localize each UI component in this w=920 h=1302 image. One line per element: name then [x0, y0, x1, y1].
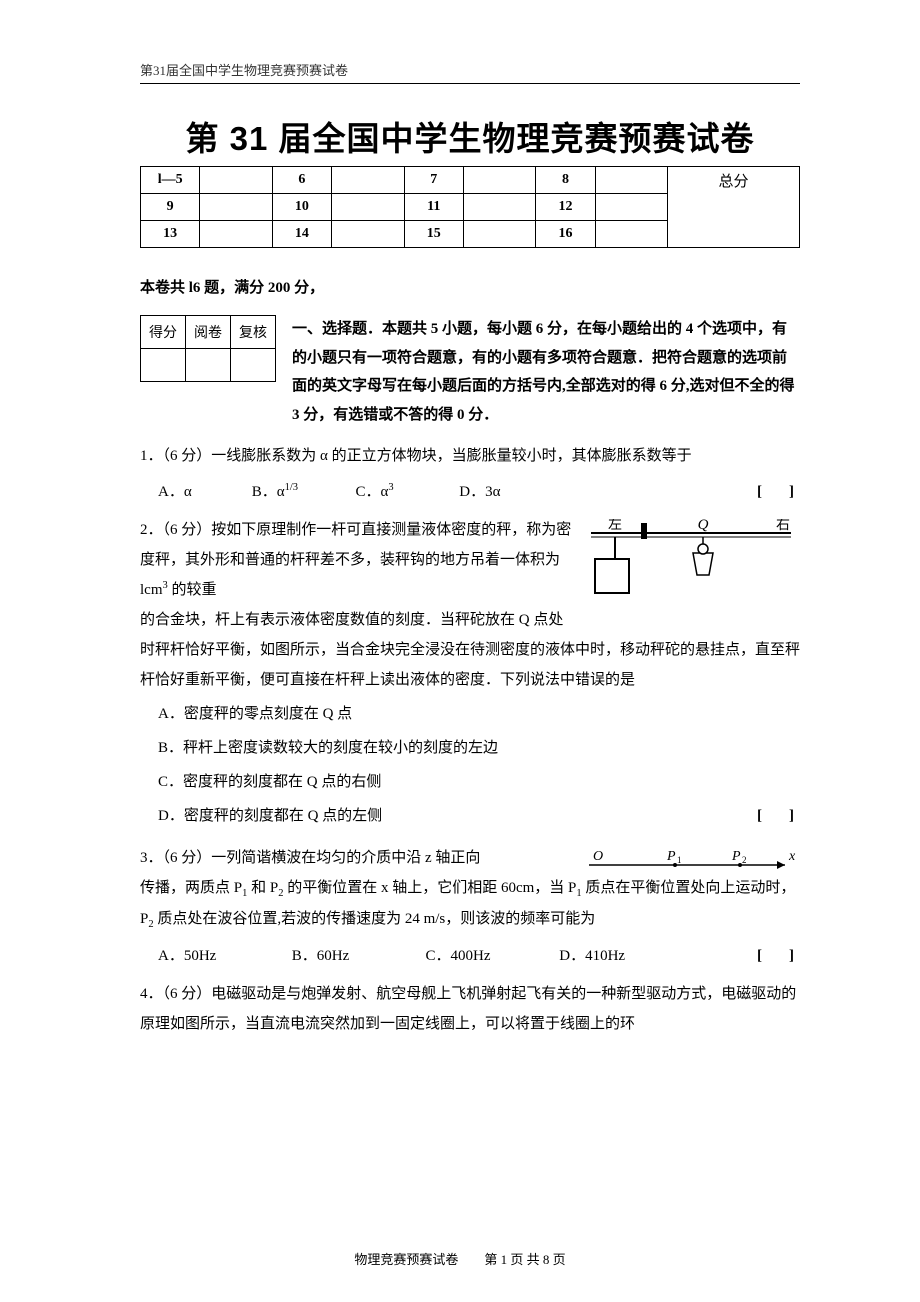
q1-opt-d: D．3α	[459, 477, 549, 507]
exam-page: 第31届全国中学生物理竞赛预赛试卷 第 31 届全国中学生物理竞赛预赛试卷 l—…	[0, 0, 920, 1302]
question-1: 1．（6 分）一线膨胀系数为 α 的正立方体物块，当膨胀量较小时，其体膨胀系数等…	[140, 441, 800, 507]
score-cell	[332, 167, 404, 194]
score-grid-table: l—5 6 7 8 总分 9 10 11 12 13 14 15	[140, 166, 800, 248]
score-cell	[463, 221, 535, 248]
q1-opt-b-sup: 1/3	[285, 482, 298, 493]
score-cell: 12	[536, 194, 595, 221]
score-cell: 6	[272, 167, 331, 194]
score-cell	[200, 194, 272, 221]
q3-answer-bracket: [ ]	[757, 941, 800, 971]
svg-text:1: 1	[677, 855, 682, 865]
svg-text:右: 右	[776, 519, 790, 533]
q3-s2a: 传播，两质点 P	[140, 880, 242, 896]
header-rule	[140, 83, 800, 84]
q3-s2b: 和 P	[247, 880, 278, 896]
q2-opt-d: D．密度秤的刻度都在 Q 点的左侧 [ ]	[158, 801, 800, 831]
score-cell	[463, 194, 535, 221]
q2-stem-p2: 的较重	[168, 582, 217, 598]
q2-answer-bracket: [ ]	[757, 801, 800, 831]
score-cell: l—5	[141, 167, 200, 194]
q1-answer-bracket: [ ]	[757, 477, 800, 507]
q3-opt-d: D．410Hz	[559, 941, 669, 971]
marker-cell	[231, 349, 276, 382]
question-3: O P 1 P 2 x 3．（6 分）一列简谐横波在均匀的介质中沿 z 轴正向 …	[140, 843, 800, 971]
svg-text:x: x	[788, 849, 796, 864]
q1-stem: 1．（6 分）一线膨胀系数为 α 的正立方体物块，当膨胀量较小时，其体膨胀系数等…	[140, 441, 800, 471]
q1-opt-b-text: B．α	[252, 484, 285, 500]
section-1-header: 得分 阅卷 复核 一、选择题．本题共 5 小题，每小题 6 分，在每小题给出的 …	[140, 315, 800, 429]
score-cell: 11	[404, 194, 463, 221]
score-total-cell: 总分	[668, 167, 800, 248]
q1-opt-b: B．α1/3	[252, 477, 352, 507]
q3-s2e: 质点处在波谷位置,若波的传播速度为 24 m/s，则该波的频率可能为	[154, 911, 596, 927]
q1-opt-c-text: C．α	[356, 484, 389, 500]
question-2: 左 Q 右 2．（6 分）按如下原理制作一杆可直接测量液体密度的秤，称为密度秤，…	[140, 515, 800, 835]
q3-opt-a: A．50Hz	[158, 941, 288, 971]
score-cell: 15	[404, 221, 463, 248]
marker-cell	[186, 349, 231, 382]
q2-figure: 左 Q 右	[585, 519, 800, 611]
exam-title: 第 31 届全国中学生物理竞赛预赛试卷	[140, 112, 800, 160]
q1-opt-a: A．α	[158, 477, 248, 507]
page-footer: 物理竞赛预赛试卷 第 1 页 共 8 页	[0, 1249, 920, 1268]
q2-opt-c: C．密度秤的刻度都在 Q 点的右侧	[158, 767, 800, 797]
score-cell	[332, 221, 404, 248]
score-cell	[595, 221, 667, 248]
marker-header: 阅卷	[186, 316, 231, 349]
q3-s2c: 的平衡位置在 x 轴上，它们相距 60cm，当 P	[283, 880, 576, 896]
score-cell	[200, 221, 272, 248]
q4-stem: 4．（6 分）电磁驱动是与炮弹发射、航空母舰上飞机弹射起飞有关的一种新型驱动方式…	[140, 979, 800, 1039]
marker-box-table: 得分 阅卷 复核	[140, 315, 276, 382]
q2-opt-a: A．密度秤的零点刻度在 Q 点	[158, 699, 800, 729]
running-header: 第31届全国中学生物理竞赛预赛试卷	[140, 60, 800, 79]
q2-opt-d-text: D．密度秤的刻度都在 Q 点的左侧	[158, 808, 382, 824]
svg-text:左: 左	[608, 519, 622, 533]
svg-text:P: P	[666, 849, 676, 864]
marker-header: 得分	[141, 316, 186, 349]
q3-options: A．50Hz B．60Hz C．400Hz D．410Hz [ ]	[158, 941, 800, 971]
score-cell: 8	[536, 167, 595, 194]
q2-options: A．密度秤的零点刻度在 Q 点 B．秤杆上密度读数较大的刻度在较小的刻度的左边 …	[140, 699, 800, 831]
q1-opt-c-sup: 3	[388, 482, 393, 493]
score-cell: 16	[536, 221, 595, 248]
svg-text:Q: Q	[698, 519, 709, 533]
svg-text:O: O	[593, 849, 603, 864]
marker-header: 复核	[231, 316, 276, 349]
score-cell: 14	[272, 221, 331, 248]
intro-text: 本卷共 l6 题，满分 200 分，	[140, 276, 800, 297]
score-cell: 13	[141, 221, 200, 248]
score-cell	[200, 167, 272, 194]
question-4: 4．（6 分）电磁驱动是与炮弹发射、航空母舰上飞机弹射起飞有关的一种新型驱动方式…	[140, 979, 800, 1039]
score-cell: 7	[404, 167, 463, 194]
q3-opt-b: B．60Hz	[292, 941, 422, 971]
score-cell: 10	[272, 194, 331, 221]
table-row: l—5 6 7 8 总分	[141, 167, 800, 194]
q1-options: A．α B．α1/3 C．α3 D．3α [ ]	[158, 477, 800, 507]
q3-opt-c: C．400Hz	[426, 941, 556, 971]
q1-opt-c: C．α3	[356, 477, 456, 507]
marker-cell	[141, 349, 186, 382]
svg-text:P: P	[731, 849, 741, 864]
score-cell	[463, 167, 535, 194]
q2-opt-b: B．秤杆上密度读数较大的刻度在较小的刻度的左边	[158, 733, 800, 763]
section-1-instructions: 一、选择题．本题共 5 小题，每小题 6 分，在每小题给出的 4 个选项中，有的…	[292, 315, 800, 429]
score-cell	[595, 194, 667, 221]
q3-figure: O P 1 P 2 x	[585, 849, 800, 873]
score-cell	[332, 194, 404, 221]
svg-text:2: 2	[742, 855, 747, 865]
q3-stem-2: 传播，两质点 P1 和 P2 的平衡位置在 x 轴上，它们相距 60cm，当 P…	[140, 873, 800, 935]
score-cell	[595, 167, 667, 194]
q2-stem-rest: 的合金块，杆上有表示液体密度数值的刻度．当秤砣放在 Q 点处时秤杆恰好平衡，如图…	[140, 605, 800, 695]
score-cell: 9	[141, 194, 200, 221]
